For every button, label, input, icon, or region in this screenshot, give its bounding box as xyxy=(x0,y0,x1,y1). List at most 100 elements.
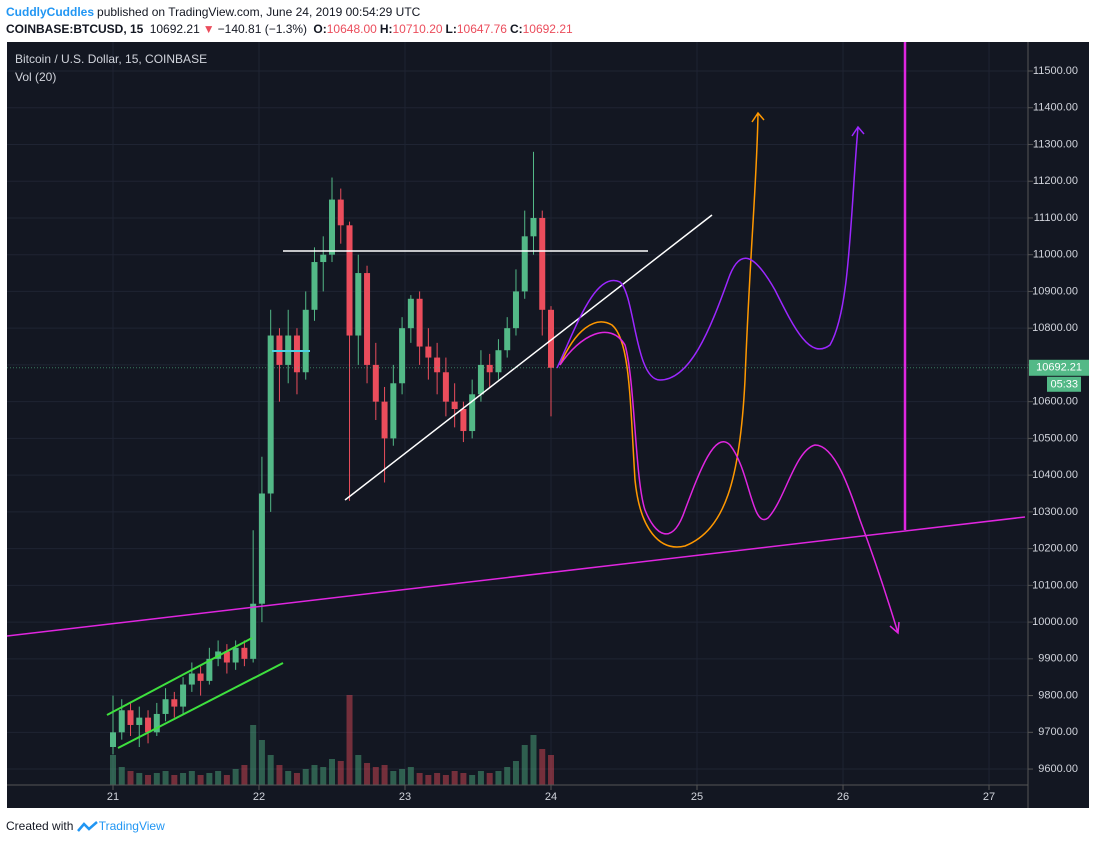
candle-body xyxy=(188,673,195,685)
y-tick-label: 10400.00 xyxy=(1032,469,1078,481)
volume-bar xyxy=(215,771,222,785)
ohlc-value: 10710.20 xyxy=(392,22,443,36)
volume-bar xyxy=(434,773,441,785)
volume-bar xyxy=(364,763,371,785)
y-tick-label: 11000.00 xyxy=(1033,249,1078,261)
direction: ▼ xyxy=(202,22,215,36)
chart-background xyxy=(7,42,1089,808)
volume-bar xyxy=(320,767,327,785)
scenario-path xyxy=(556,125,865,381)
symbol: COINBASE:BTCUSD, 15 xyxy=(6,22,144,36)
chart: 9600.00 9700.00 9800.00 9900.00 10000.00 1010… xyxy=(6,42,1089,808)
ohlc-label: O: xyxy=(313,22,327,36)
channel-line xyxy=(106,637,253,716)
volume-bar xyxy=(442,775,449,785)
candle-body xyxy=(451,401,458,409)
candle-body xyxy=(521,236,528,292)
x-tick-label: 27 xyxy=(983,791,995,803)
volume-bar xyxy=(232,769,239,785)
candle-body xyxy=(346,225,353,336)
volume-bar xyxy=(293,773,300,785)
volume-bar xyxy=(451,771,458,785)
y-tick-label: 11200.00 xyxy=(1033,175,1078,187)
y-tick-label: 11100.00 xyxy=(1034,212,1078,224)
candle-body xyxy=(136,717,143,725)
support-line xyxy=(344,214,713,501)
last-price-box xyxy=(1029,359,1089,376)
volume-bar xyxy=(381,765,388,785)
volume-bar xyxy=(416,773,423,785)
publish-line: CuddlyCuddles published on TradingView.co… xyxy=(6,5,423,19)
volume-bar xyxy=(469,775,476,785)
volume-bar xyxy=(346,695,353,785)
volume-bar xyxy=(504,767,511,785)
volume-bar xyxy=(206,773,213,785)
candle-body xyxy=(355,273,362,336)
volume-bar xyxy=(197,775,204,785)
y-tick-label: 11400.00 xyxy=(1033,102,1078,114)
candle-body xyxy=(372,364,379,402)
candle-body xyxy=(206,658,213,681)
volume-bar xyxy=(425,775,432,785)
volume-bar xyxy=(372,767,379,785)
candle-body xyxy=(434,357,441,373)
volume-bar xyxy=(136,773,143,785)
y-tick-label: 9800.00 xyxy=(1038,689,1078,701)
x-tick-label: 23 xyxy=(399,791,411,803)
y-tick-label: 9600.00 xyxy=(1038,763,1078,775)
y-tick-label: 11500.00 xyxy=(1033,65,1078,77)
y-tick-label: 10800.00 xyxy=(1032,322,1078,334)
volume-bar xyxy=(145,775,152,785)
x-tick-label: 22 xyxy=(253,791,265,803)
volume-bar xyxy=(337,761,344,785)
volume-bar xyxy=(276,765,283,785)
candle-body xyxy=(171,699,178,707)
brand[interactable]: TradingView xyxy=(98,819,165,833)
candle-body xyxy=(477,364,484,395)
chart-title: Bitcoin / U.S. Dollar, 15, COINBASE xyxy=(15,52,207,66)
ohlc-label: C: xyxy=(509,22,523,36)
volume-bar xyxy=(311,765,318,785)
candle-body xyxy=(512,291,519,329)
candle-body xyxy=(416,298,423,347)
volume-bar xyxy=(390,771,397,785)
candle-body xyxy=(241,647,248,659)
scenario-path xyxy=(559,111,765,548)
volume-bar xyxy=(521,745,528,785)
y-tick-label: 9900.00 xyxy=(1038,653,1078,665)
ohlc-value: 10647.76 xyxy=(456,22,507,36)
volume-bar xyxy=(180,773,187,785)
candle-body xyxy=(381,401,388,439)
candle-body xyxy=(407,298,414,329)
x-tick-label: 21 xyxy=(107,791,119,803)
y-tick-label: 10000.00 xyxy=(1032,616,1078,628)
candle-body xyxy=(223,651,230,663)
y-tick-label: 10900.00 xyxy=(1032,285,1078,297)
volume-bar xyxy=(258,740,265,785)
countdown-box xyxy=(1047,376,1081,392)
candle-body xyxy=(399,328,406,384)
logo xyxy=(76,820,98,832)
volume-bar xyxy=(188,771,195,785)
candle-body xyxy=(495,350,502,373)
volume-bar xyxy=(162,771,169,785)
channel-line xyxy=(117,662,284,749)
candle-body xyxy=(486,364,493,373)
countdown: 05:33 xyxy=(1050,379,1078,391)
y-tick-label: 10600.00 xyxy=(1032,396,1078,408)
candle-body xyxy=(197,673,204,681)
volume-bar xyxy=(267,755,274,785)
volume-bar xyxy=(329,759,336,785)
change: −140.81 (−1.3%) xyxy=(217,22,308,36)
y-tick-label: 10300.00 xyxy=(1032,506,1078,518)
volume-bar xyxy=(548,755,555,785)
footer: Created with TradingView xyxy=(6,819,165,833)
y-tick-label: 10100.00 xyxy=(1032,579,1078,591)
volume-bar xyxy=(477,771,484,785)
volume-bar xyxy=(127,771,134,785)
y-tick-label: 9700.00 xyxy=(1038,726,1078,738)
volume-bar xyxy=(302,769,309,785)
author[interactable]: CuddlyCuddles xyxy=(6,5,95,19)
volume-bar xyxy=(495,771,502,785)
last: 10692.21 xyxy=(149,22,200,36)
